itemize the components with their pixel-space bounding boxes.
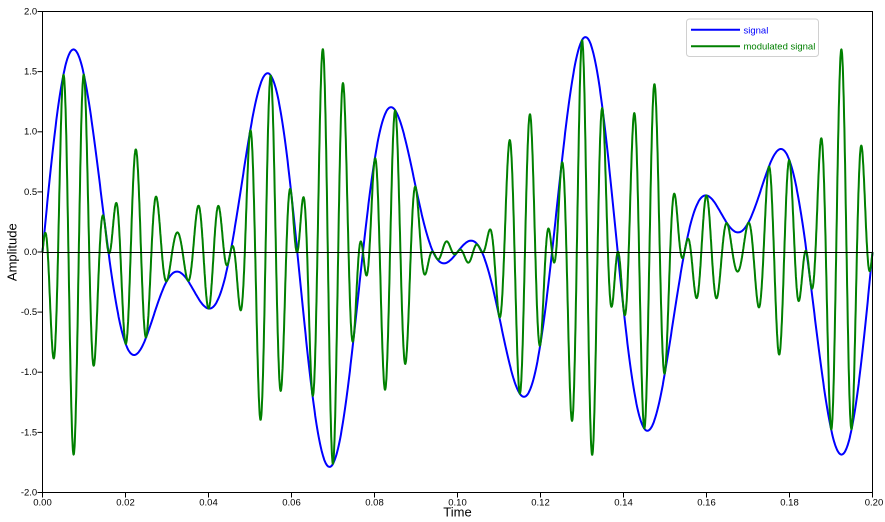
- svg-text:0.06: 0.06: [282, 498, 301, 509]
- svg-text:2.0: 2.0: [24, 6, 37, 17]
- svg-text:-0.5: -0.5: [21, 307, 37, 318]
- svg-text:-1.0: -1.0: [21, 367, 37, 378]
- svg-text:1.0: 1.0: [24, 127, 37, 138]
- svg-text:0.20: 0.20: [865, 498, 884, 509]
- svg-text:0.10: 0.10: [448, 498, 467, 509]
- svg-text:0.00: 0.00: [33, 498, 52, 509]
- svg-text:-2.0: -2.0: [21, 487, 37, 498]
- svg-text:0.14: 0.14: [614, 498, 633, 509]
- svg-text:0.0: 0.0: [24, 247, 37, 258]
- svg-text:modulated signal: modulated signal: [744, 42, 816, 53]
- svg-text:0.08: 0.08: [365, 498, 384, 509]
- svg-text:1.5: 1.5: [24, 67, 37, 78]
- svg-text:0.5: 0.5: [24, 187, 37, 198]
- svg-text:signal: signal: [744, 25, 769, 36]
- svg-text:-1.5: -1.5: [21, 427, 37, 438]
- svg-text:0.04: 0.04: [199, 498, 218, 509]
- svg-text:0.18: 0.18: [780, 498, 799, 509]
- svg-text:Time: Time: [443, 505, 471, 520]
- svg-text:0.02: 0.02: [116, 498, 135, 509]
- svg-text:0.12: 0.12: [531, 498, 550, 509]
- svg-text:Amplitude: Amplitude: [5, 223, 20, 281]
- svg-text:0.16: 0.16: [697, 498, 716, 509]
